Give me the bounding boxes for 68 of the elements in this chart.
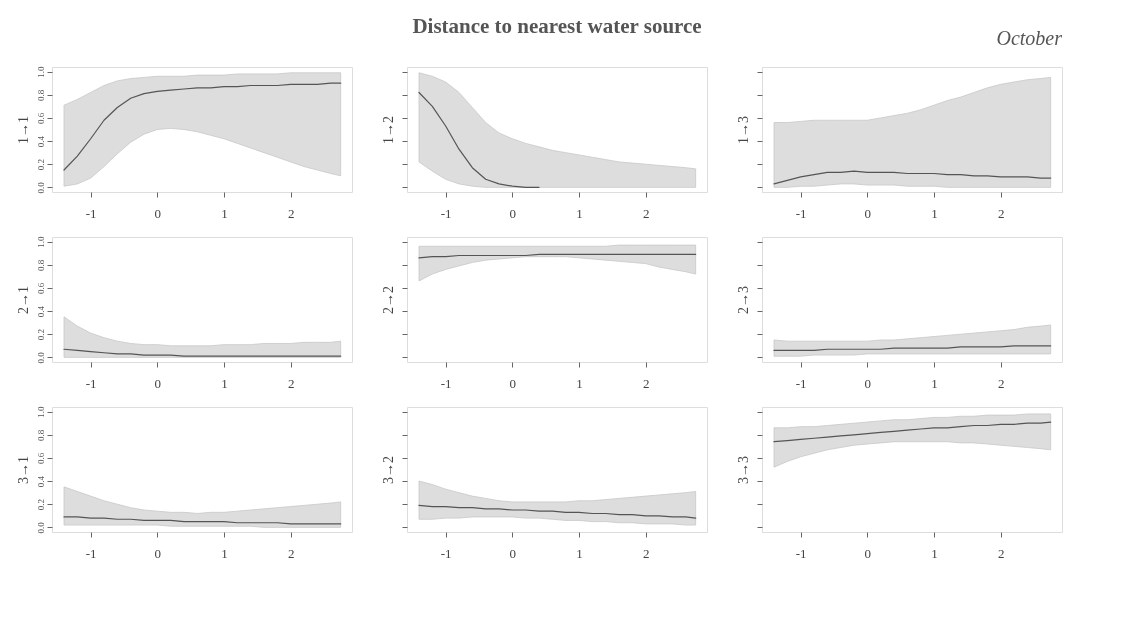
y-tick-label: 1.0 [35,406,46,418]
x-tick-label: 0 [864,375,872,391]
y-tick-label: 0.8 [35,89,46,101]
y-tick-label: 0.0 [35,351,46,364]
x-tick-label: -1 [795,205,807,221]
x-tick-label: 0 [864,205,872,221]
y-tick-label: 0.2 [35,159,46,171]
x-tick-label: 1 [576,545,583,561]
y-tick-label: 0.6 [35,452,46,465]
y-tick-label: 1.0 [35,66,46,78]
x-tick-label: 2 [642,205,650,221]
line-series [63,348,342,357]
x-tick-label: -1 [795,375,807,391]
x-tick-label: 0 [154,375,162,391]
x-tick-label: 0 [864,545,872,561]
x-tick-label: 1 [221,545,228,561]
x-tick-label: 2 [287,205,295,221]
y-tick-label: 0.0 [35,181,46,194]
x-tick-label: 1 [221,375,228,391]
text: October [996,27,1063,49]
x-tick-label: -1 [440,205,452,221]
x-tick-label: 1 [931,375,938,391]
y-axis-title: 2→1 [15,286,31,314]
x-tick-label: 1 [221,205,228,221]
x-tick-label: -1 [85,205,97,221]
x-tick-label: 1 [576,205,583,221]
y-axis-title: 3→1 [15,456,31,484]
x-tick-label: 1 [931,545,938,561]
line-series [63,516,342,525]
x-tick-label: 1 [931,205,938,221]
y-tick-label: 0.6 [35,282,46,295]
x-tick-label: 2 [997,545,1005,561]
x-tick-label: 2 [287,545,295,561]
x-tick-label: 2 [642,545,650,561]
x-tick-label: -1 [795,545,807,561]
x-tick-label: 0 [154,205,162,221]
y-tick-label: 0.2 [35,499,46,511]
x-tick-label: 0 [509,375,517,391]
y-axis-title: 1→2 [381,116,396,144]
x-tick-label: 2 [997,205,1005,221]
x-tick-label: -1 [85,375,97,391]
x-tick-label: 1 [576,375,583,391]
x-tick-label: 0 [154,545,162,561]
y-axis-title: 3→2 [381,456,396,484]
x-tick-label: 0 [509,545,517,561]
x-tick-label: -1 [440,375,452,391]
x-tick-label: 2 [287,375,295,391]
y-axis-title: 3→3 [736,456,751,484]
line-series [63,82,342,171]
y-axis-title: 2→3 [736,286,751,314]
chart-title: Distance to nearest water source [412,14,702,38]
y-axis-title: 2→2 [381,286,396,314]
x-tick-label: 2 [642,375,650,391]
y-tick-label: 0.4 [35,475,46,488]
y-axis-title: 1→1 [15,116,31,144]
y-tick-label: 0.8 [35,429,46,441]
y-tick-label: 0.4 [35,135,46,148]
y-tick-label: 0.6 [35,112,46,125]
x-tick-label: -1 [440,545,452,561]
y-tick-label: 0.0 [35,521,46,534]
x-tick-label: 2 [997,375,1005,391]
y-tick-label: 0.4 [35,305,46,318]
x-tick-label: -1 [85,545,97,561]
y-axis-title: 1→3 [736,116,751,144]
y-tick-label: 0.2 [35,329,46,341]
y-tick-label: 0.8 [35,259,46,271]
x-tick-label: 0 [509,205,517,221]
y-tick-label: 1.0 [35,236,46,248]
